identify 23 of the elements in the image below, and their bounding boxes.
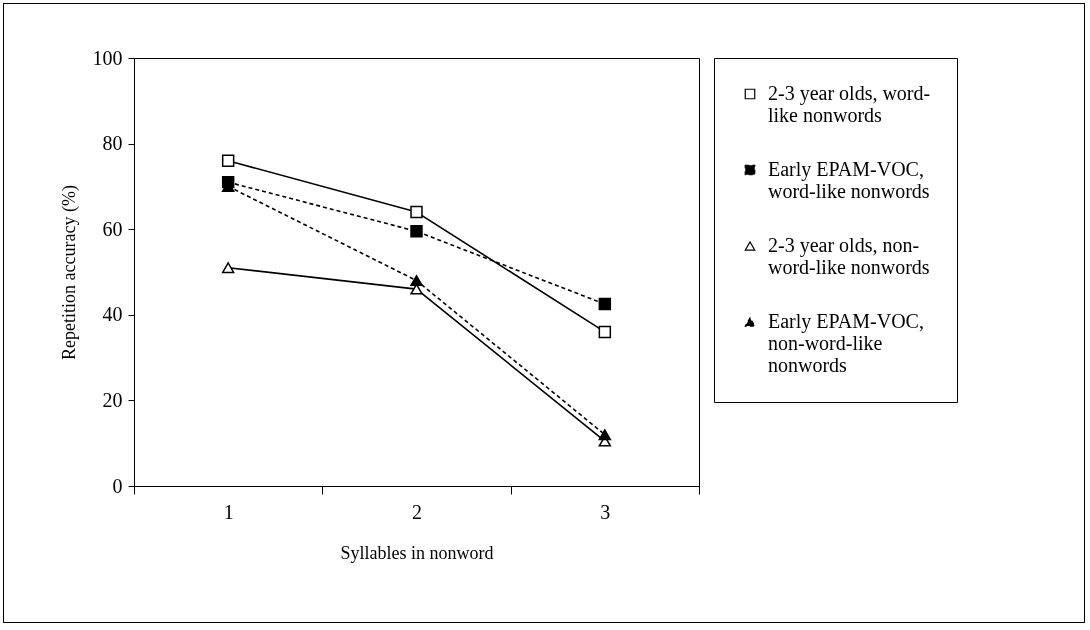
legend-label: Early EPAM-VOC, non-word-like nonwords (768, 310, 924, 376)
y-tick-label: 20 (102, 388, 123, 411)
legend-label: 2-3 year olds, word-like nonwords (768, 82, 931, 126)
point (221, 154, 235, 167)
x-axis-title: Syllables in nonword (340, 542, 494, 563)
y-tick-label: 100 (92, 46, 123, 69)
x-tick-label: 3 (600, 500, 611, 523)
legend-label: Early EPAM-VOC, word-like nonwords (768, 158, 930, 202)
point (598, 325, 612, 339)
y-tick-label: 80 (102, 132, 123, 155)
y-axis-title: Repetition accuracy (%) (58, 185, 80, 360)
y-tick-label: 0 (112, 474, 123, 497)
x-tick-label: 2 (412, 500, 422, 523)
point (221, 262, 235, 274)
y-tick-label: 60 (102, 217, 123, 240)
point (410, 225, 423, 238)
point (410, 275, 423, 287)
point (598, 297, 612, 311)
point (598, 429, 612, 441)
point (410, 205, 423, 219)
y-tick-label: 40 (102, 303, 123, 326)
legend-label: 2-3 year olds, non-word-like nonwords (768, 234, 930, 278)
x-tick-label: 1 (223, 500, 234, 523)
